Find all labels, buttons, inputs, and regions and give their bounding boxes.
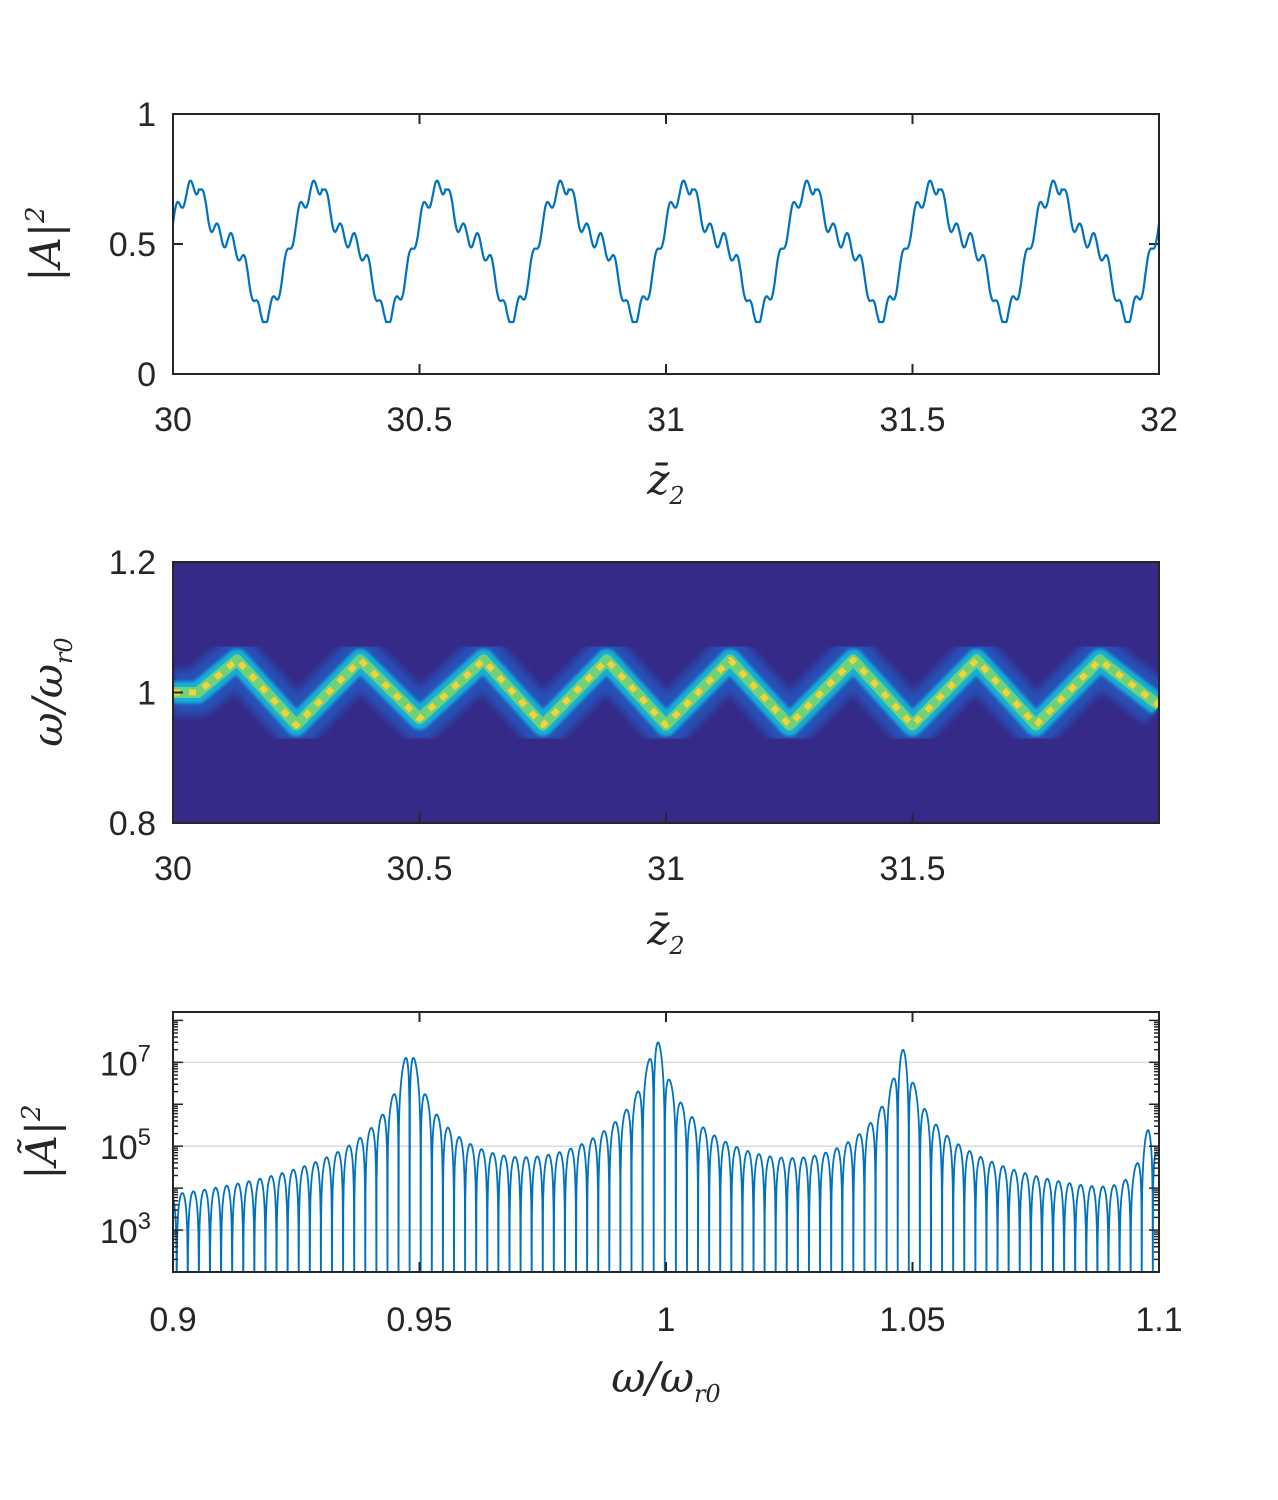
ridge-peak <box>173 656 1159 729</box>
x-tick-label: 1.1 <box>1135 1301 1182 1339</box>
y-tick-label: 1.2 <box>109 544 156 582</box>
y-tick-label: 105 <box>100 1124 151 1167</box>
x-tick-label: 30 <box>154 401 192 439</box>
spectrum-line <box>173 1041 1159 1272</box>
x-tick-labels: 30 30.5 31 31.5 <box>154 850 946 888</box>
axes-frame <box>172 113 1160 375</box>
y-tick-label: 0 <box>137 356 156 394</box>
y-tick-labels: 00.51 <box>109 96 156 394</box>
y-tick-labels: 0.8 1 1.2 <box>109 544 156 843</box>
y-tick-label: 0.5 <box>109 226 156 264</box>
x-axis-label: z̄2 <box>646 905 684 960</box>
tick-marks <box>172 561 914 824</box>
y-tick-label: 103 <box>100 1208 151 1251</box>
x-tick-label: 31.5 <box>879 401 945 439</box>
y-tick-label: 0.8 <box>109 805 156 843</box>
grid-lines <box>173 1061 1159 1231</box>
y-tick-label: 107 <box>100 1040 151 1083</box>
x-tick-label: 1 <box>657 1301 676 1339</box>
y-tick-labels: 103 105 107 <box>100 1040 151 1251</box>
x-tick-label: 30.5 <box>386 850 452 888</box>
y-tick-label: 1 <box>137 675 156 713</box>
panel-spectrogram: 30 30.5 31 31.5 0.8 1 1.2 z̄2 ω/ωr0 <box>23 544 1160 960</box>
series-line <box>171 179 1161 324</box>
x-tick-labels: 0.9 0.95 1 1.05 1.1 <box>149 1301 1182 1339</box>
x-tick-label: 0.95 <box>386 1301 452 1339</box>
panel-intensity: 30 30.5 31 31.5 32 00.51 z̄2 |A|2 <box>21 96 1178 510</box>
tick-marks <box>172 1012 1160 1273</box>
x-tick-label: 31.5 <box>879 850 945 888</box>
x-tick-label: 1.05 <box>879 1301 945 1339</box>
x-tick-label: 30.5 <box>386 401 452 439</box>
plot-area <box>173 1012 1159 1272</box>
y-axis-label: |A|2 <box>21 206 70 281</box>
x-axis-label: z̄2 <box>646 455 684 510</box>
y-axis-label: ω/ωr0 <box>23 637 78 746</box>
y-tick-label: 1 <box>137 96 156 134</box>
x-axis-label: ω/ωr0 <box>611 1353 720 1408</box>
x-tick-labels: 30 30.5 31 31.5 32 <box>154 401 1178 439</box>
panel-spectrum: 0.9 0.95 1 1.05 1.1 103 105 107 ω/ωr0 |Ã|2 <box>16 1011 1183 1408</box>
plot-area <box>173 114 1159 374</box>
x-tick-label: 0.9 <box>149 1301 196 1339</box>
x-tick-label: 31 <box>647 850 685 888</box>
x-tick-label: 32 <box>1140 401 1178 439</box>
x-tick-label: 31 <box>647 401 685 439</box>
y-axis-label: |Ã|2 <box>16 1104 66 1179</box>
x-tick-label: 30 <box>154 850 192 888</box>
heatmap-ridge <box>173 636 1159 749</box>
